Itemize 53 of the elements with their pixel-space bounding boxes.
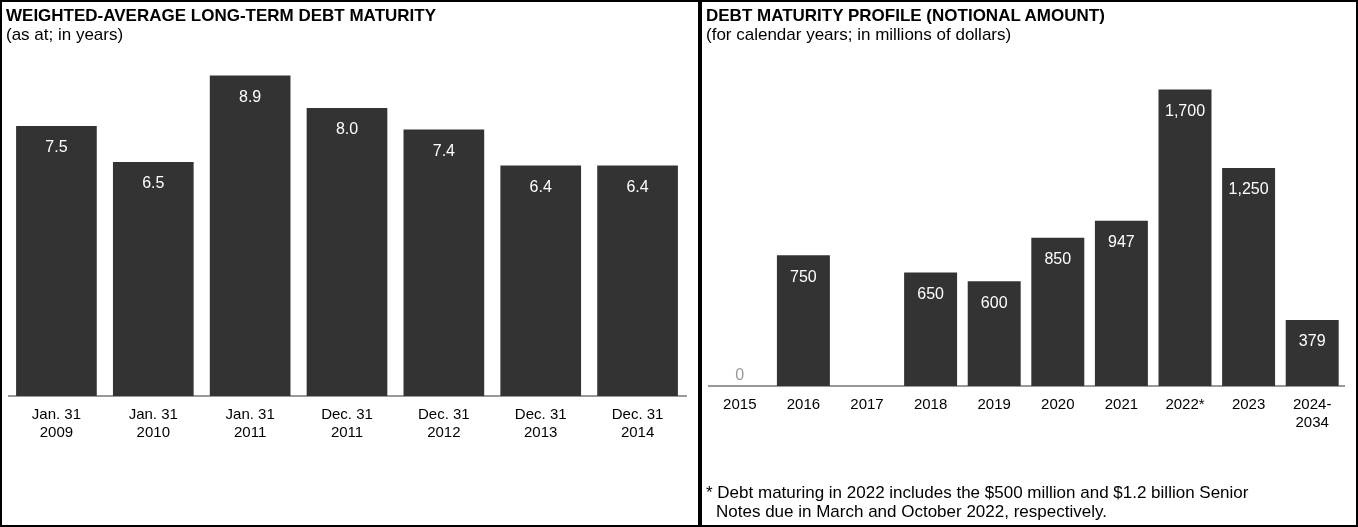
bar (1031, 237, 1085, 386)
bar (1222, 167, 1276, 386)
bar (1158, 89, 1212, 386)
x-tick-label: Jan. 31 2011 (225, 405, 275, 441)
x-tick-label: 2022* (1165, 395, 1205, 413)
data-label: 8.0 (335, 120, 359, 138)
bar (112, 162, 194, 396)
data-label: 8.9 (239, 88, 262, 106)
data-label: 750 (790, 267, 817, 285)
bar (403, 129, 485, 396)
x-tick-label: 2019 (977, 395, 1011, 413)
data-label: 947 (1108, 233, 1135, 251)
bar (1285, 319, 1339, 386)
x-tick-label: Dec. 31 2013 (514, 405, 567, 441)
x-tick-label: 2024- 2034 (1293, 395, 1332, 431)
data-label: 1,250 (1228, 180, 1269, 198)
chart-title: WEIGHTED-AVERAGE LONG-TERM DEBT MATURITY (6, 6, 437, 25)
data-label: 600 (980, 293, 1008, 311)
x-tick-label: 2023 (1231, 395, 1266, 413)
data-label: 7.4 (432, 142, 456, 160)
data-label: 850 (1044, 250, 1072, 268)
x-tick-label: Dec. 31 2011 (321, 405, 373, 441)
bar (209, 75, 291, 396)
data-label: 6.4 (626, 178, 649, 196)
x-tick-label: Dec. 31 2012 (418, 405, 470, 441)
text: * Debt maturing in 2022 includes the $500 million and $1.2 billion Senior Notes due in March and October 2022, respectively. (706, 483, 1250, 521)
data-label: 6.4 (529, 178, 552, 196)
bar (776, 255, 830, 386)
data-label: 0 (735, 366, 745, 384)
x-tick-label: 2017 (850, 395, 884, 413)
bar (904, 272, 958, 386)
data-label: 650 (917, 285, 945, 303)
x-tick-label: 2016 (786, 395, 821, 413)
x-tick-label: Jan. 31 2010 (128, 405, 178, 441)
bar (1094, 220, 1148, 386)
chart-subtitle: (as at; in years) (6, 25, 125, 44)
x-tick-label: 2020 (1041, 395, 1075, 413)
bar (306, 108, 388, 396)
bar (967, 281, 1021, 386)
bar (500, 165, 582, 396)
data-label: 7.5 (45, 138, 68, 156)
bar (597, 165, 678, 396)
chart-subtitle: (for calendar years; in millions of dollars) (706, 25, 1013, 44)
x-tick-label: Jan. 31 2009 (31, 405, 82, 441)
x-tick-label: 2021 (1104, 395, 1139, 413)
data-label: 379 (1298, 332, 1326, 350)
x-tick-label: Dec. 31 2014 (611, 405, 664, 441)
x-tick-label: 2015 (723, 395, 757, 413)
chart-title: DEBT MATURITY PROFILE (NOTIONAL AMOUNT) (706, 6, 1106, 25)
x-tick-label: 2018 (913, 395, 948, 413)
data-label: 1,700 (1164, 101, 1206, 119)
bar (16, 126, 97, 396)
data-label: 6.5 (142, 174, 165, 192)
